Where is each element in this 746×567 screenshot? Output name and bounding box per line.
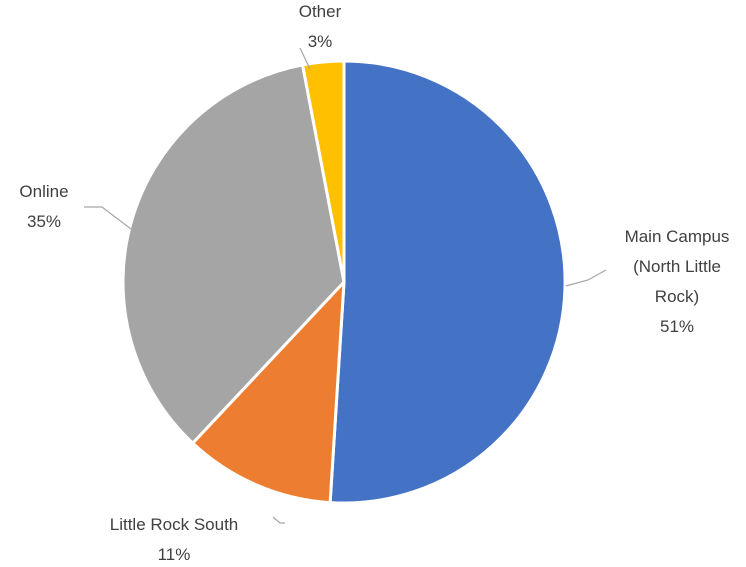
- data-label-online: Online 35%: [19, 182, 68, 231]
- percent-label-main-campus: 51%: [660, 317, 694, 336]
- leader-line-main-campus: [565, 269, 607, 287]
- leader-line-little-rock-south: [272, 516, 285, 524]
- data-label-little-rock-south: Little Rock South 11%: [110, 515, 239, 564]
- pie-slice-little-rock-south: [191, 280, 346, 505]
- percent-label-online: 35%: [27, 212, 61, 231]
- category-label-main-campus: (North Little: [633, 257, 721, 276]
- percent-label-other: 3%: [308, 32, 333, 51]
- leader-line-online: [84, 206, 132, 230]
- pie-slice-other: [301, 59, 346, 284]
- percent-label-little-rock-south: 11%: [158, 545, 191, 564]
- leader-line-other: [299, 47, 311, 70]
- category-label-online: Online: [19, 182, 68, 201]
- category-label-other: Other: [299, 2, 342, 21]
- labels-layer: Main Campus (North Little Rock) 51% Little R…: [19, 2, 729, 564]
- leader-lines-layer: [84, 47, 607, 524]
- slices-layer: [121, 59, 567, 505]
- category-label-main-campus: Rock): [655, 287, 699, 306]
- category-label-little-rock-south: Little Rock South: [110, 515, 239, 534]
- data-label-main-campus: Main Campus (North Little Rock) 51%: [625, 227, 730, 336]
- pie-slice-online: [121, 63, 346, 445]
- data-label-other: Other 3%: [299, 2, 342, 51]
- category-label-main-campus: Main Campus: [625, 227, 730, 246]
- pie-slice-main-campus: [328, 59, 567, 505]
